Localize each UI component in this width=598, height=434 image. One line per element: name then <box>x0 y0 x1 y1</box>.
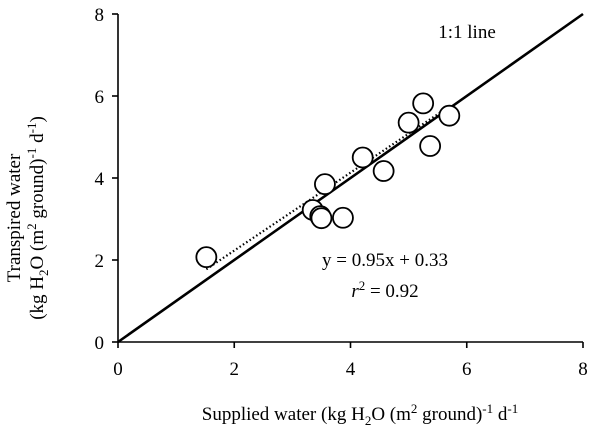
data-point-11 <box>419 135 442 157</box>
r-squared-var: r <box>351 281 359 302</box>
data-point-7 <box>351 146 374 169</box>
y-axis-title-line2: (kg H2O (m2 ground)-1 d-1) <box>24 116 51 320</box>
y-axis-title-group: Transpired water (kg H2O (m2 ground)-1 d… <box>4 116 51 320</box>
one-to-one-label: 1:1 line <box>438 22 496 43</box>
y-tick-label-0: 0 <box>95 333 105 354</box>
y-axis-title-line2-part-8: ) <box>27 116 48 122</box>
x-axis-title-part-3: 2 <box>411 401 418 416</box>
y-axis-title-line2-part-2: O (m <box>27 230 48 270</box>
data-point-4 <box>310 207 333 230</box>
tick-labels: 0 2 4 6 8 0 2 4 6 8 <box>95 5 588 380</box>
x-axis-title-part-4: ground) <box>417 404 482 425</box>
y-axis-title-line2-part-6: d <box>27 133 48 148</box>
data-point-12 <box>438 104 461 127</box>
y-axis-title-line2-part-7: -1 <box>24 123 39 134</box>
y-tick-label-8: 8 <box>95 5 105 26</box>
x-axis-title-part-7: -1 <box>507 401 518 416</box>
y-tick-label-6: 6 <box>95 87 105 108</box>
r-squared-label: r2 = 0.92 <box>351 278 418 302</box>
y-tick-label-4: 4 <box>95 169 105 190</box>
y-axis-title-line2-part-3: 2 <box>24 223 39 230</box>
r-squared-value: = 0.92 <box>365 281 418 302</box>
y-tick-label-2: 2 <box>95 251 105 272</box>
x-tick-label-8: 8 <box>578 359 588 380</box>
r-squared-sup: 2 <box>359 278 366 293</box>
x-tick-label-4: 4 <box>346 359 356 380</box>
regression-line <box>205 105 450 271</box>
marks-layer <box>117 12 584 344</box>
data-point-1 <box>195 246 218 269</box>
x-axis-title-part-6: d <box>493 404 508 425</box>
x-axis-title-part-0: Supplied water (kg H <box>202 404 365 425</box>
y-axis-title-line1: Transpired water <box>4 153 25 282</box>
x-tick-label-0: 0 <box>113 359 123 380</box>
regression-equation: y = 0.95x + 0.33 <box>322 250 448 271</box>
y-axis-title-line2-part-4: ground) <box>27 158 48 223</box>
y-axis-title-line2-part-1: 2 <box>36 269 51 276</box>
x-tick-label-2: 2 <box>230 359 240 380</box>
data-point-5 <box>314 173 336 196</box>
y-axis-title-line2-part-5: -1 <box>24 148 39 159</box>
data-point-10 <box>412 92 435 115</box>
x-axis-title-part-1: 2 <box>365 413 372 428</box>
axes-layer <box>112 13 584 348</box>
x-tick-label-6: 6 <box>462 359 472 380</box>
data-point-6 <box>332 206 354 229</box>
one-to-one-line <box>117 12 584 344</box>
x-axis-title: Supplied water (kg H2O (m2 ground)-1 d-1 <box>202 401 518 428</box>
data-point-9 <box>397 111 420 134</box>
x-axis-title-part-2: O (m <box>371 404 411 425</box>
x-axis-title-part-5: -1 <box>482 401 493 416</box>
y-axis-title-line2-part-0: (kg H <box>27 276 48 320</box>
data-point-8 <box>372 160 395 182</box>
